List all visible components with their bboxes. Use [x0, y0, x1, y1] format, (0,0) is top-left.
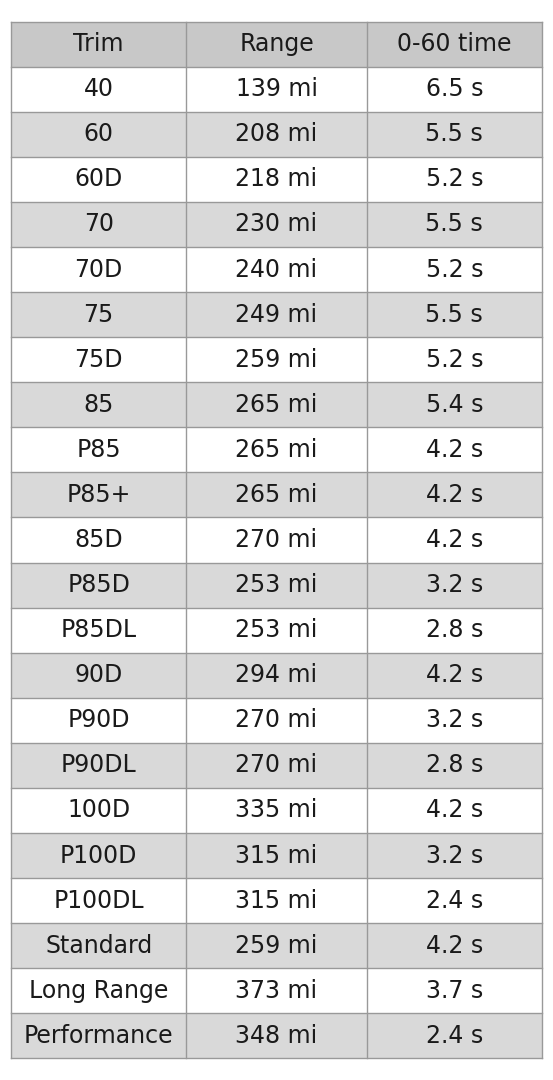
- Text: P100DL: P100DL: [53, 889, 144, 913]
- Bar: [11, 337, 542, 382]
- Text: 5.4 s: 5.4 s: [426, 393, 483, 417]
- Text: 315 mi: 315 mi: [236, 843, 317, 867]
- Text: 90D: 90D: [75, 663, 123, 687]
- Text: 4.2 s: 4.2 s: [426, 663, 483, 687]
- Text: 139 mi: 139 mi: [236, 77, 317, 102]
- Text: Long Range: Long Range: [29, 978, 168, 1003]
- Text: 348 mi: 348 mi: [236, 1024, 317, 1048]
- Text: P90DL: P90DL: [61, 754, 137, 778]
- Text: 249 mi: 249 mi: [236, 302, 317, 326]
- Text: 253 mi: 253 mi: [236, 618, 317, 643]
- Text: 2.4 s: 2.4 s: [426, 1024, 483, 1048]
- Text: 218 mi: 218 mi: [236, 167, 317, 191]
- Text: 4.2 s: 4.2 s: [426, 483, 483, 507]
- Bar: [11, 698, 542, 743]
- Text: 85: 85: [84, 393, 114, 417]
- Text: P90D: P90D: [67, 708, 130, 732]
- Text: 6.5 s: 6.5 s: [426, 77, 483, 102]
- Text: P85DL: P85DL: [61, 618, 137, 643]
- Bar: [11, 833, 542, 878]
- Text: 270 mi: 270 mi: [236, 708, 317, 732]
- Text: 75D: 75D: [75, 348, 123, 372]
- Bar: [11, 923, 542, 969]
- Text: 270 mi: 270 mi: [236, 528, 317, 552]
- Text: 60: 60: [84, 122, 114, 146]
- Bar: [11, 563, 542, 608]
- Bar: [11, 111, 542, 157]
- Bar: [11, 1013, 542, 1058]
- Text: 5.2 s: 5.2 s: [426, 167, 483, 191]
- Bar: [11, 969, 542, 1013]
- Text: 2.4 s: 2.4 s: [426, 889, 483, 913]
- Text: 3.2 s: 3.2 s: [426, 708, 483, 732]
- Text: Performance: Performance: [24, 1024, 174, 1048]
- Text: 0-60 time: 0-60 time: [397, 32, 512, 56]
- Text: 240 mi: 240 mi: [236, 257, 317, 282]
- Text: 230 mi: 230 mi: [236, 213, 317, 237]
- Text: 4.2 s: 4.2 s: [426, 798, 483, 823]
- Text: 75: 75: [84, 302, 114, 326]
- Text: P100D: P100D: [60, 843, 137, 867]
- Text: 5.5 s: 5.5 s: [425, 122, 483, 146]
- Text: 2.8 s: 2.8 s: [426, 754, 483, 778]
- Text: 253 mi: 253 mi: [236, 573, 317, 597]
- Text: 294 mi: 294 mi: [236, 663, 317, 687]
- Text: 3.7 s: 3.7 s: [426, 978, 483, 1003]
- Text: P85: P85: [76, 437, 121, 462]
- Text: 335 mi: 335 mi: [236, 798, 317, 823]
- Bar: [11, 382, 542, 428]
- Bar: [11, 743, 542, 788]
- Text: 265 mi: 265 mi: [236, 437, 317, 462]
- Text: 2.8 s: 2.8 s: [426, 618, 483, 643]
- Bar: [11, 67, 542, 111]
- Text: 70D: 70D: [75, 257, 123, 282]
- Bar: [11, 517, 542, 563]
- Text: 270 mi: 270 mi: [236, 754, 317, 778]
- Text: 85D: 85D: [74, 528, 123, 552]
- Bar: [11, 292, 542, 337]
- Bar: [11, 22, 542, 67]
- Text: 4.2 s: 4.2 s: [426, 528, 483, 552]
- Text: 3.2 s: 3.2 s: [426, 843, 483, 867]
- Bar: [11, 247, 542, 292]
- Text: 5.2 s: 5.2 s: [426, 257, 483, 282]
- Text: 265 mi: 265 mi: [236, 393, 317, 417]
- Text: 5.5 s: 5.5 s: [425, 302, 483, 326]
- Text: 5.5 s: 5.5 s: [425, 213, 483, 237]
- Text: Standard: Standard: [45, 934, 152, 958]
- Text: 5.2 s: 5.2 s: [426, 348, 483, 372]
- Text: 70: 70: [84, 213, 114, 237]
- Bar: [11, 202, 542, 247]
- Text: 4.2 s: 4.2 s: [426, 934, 483, 958]
- Bar: [11, 157, 542, 202]
- Text: 265 mi: 265 mi: [236, 483, 317, 507]
- Text: 100D: 100D: [67, 798, 130, 823]
- Text: P85D: P85D: [67, 573, 130, 597]
- Bar: [11, 472, 542, 517]
- Text: 4.2 s: 4.2 s: [426, 437, 483, 462]
- Text: Range: Range: [239, 32, 314, 56]
- Text: 3.2 s: 3.2 s: [426, 573, 483, 597]
- Bar: [11, 652, 542, 698]
- Text: 259 mi: 259 mi: [236, 348, 317, 372]
- Bar: [11, 608, 542, 652]
- Bar: [11, 788, 542, 833]
- Text: 208 mi: 208 mi: [236, 122, 317, 146]
- Text: 60D: 60D: [75, 167, 123, 191]
- Text: P85+: P85+: [66, 483, 131, 507]
- Bar: [11, 428, 542, 472]
- Bar: [11, 878, 542, 923]
- Text: 259 mi: 259 mi: [236, 934, 317, 958]
- Text: Trim: Trim: [74, 32, 124, 56]
- Text: 40: 40: [84, 77, 114, 102]
- Text: 373 mi: 373 mi: [236, 978, 317, 1003]
- Text: 315 mi: 315 mi: [236, 889, 317, 913]
